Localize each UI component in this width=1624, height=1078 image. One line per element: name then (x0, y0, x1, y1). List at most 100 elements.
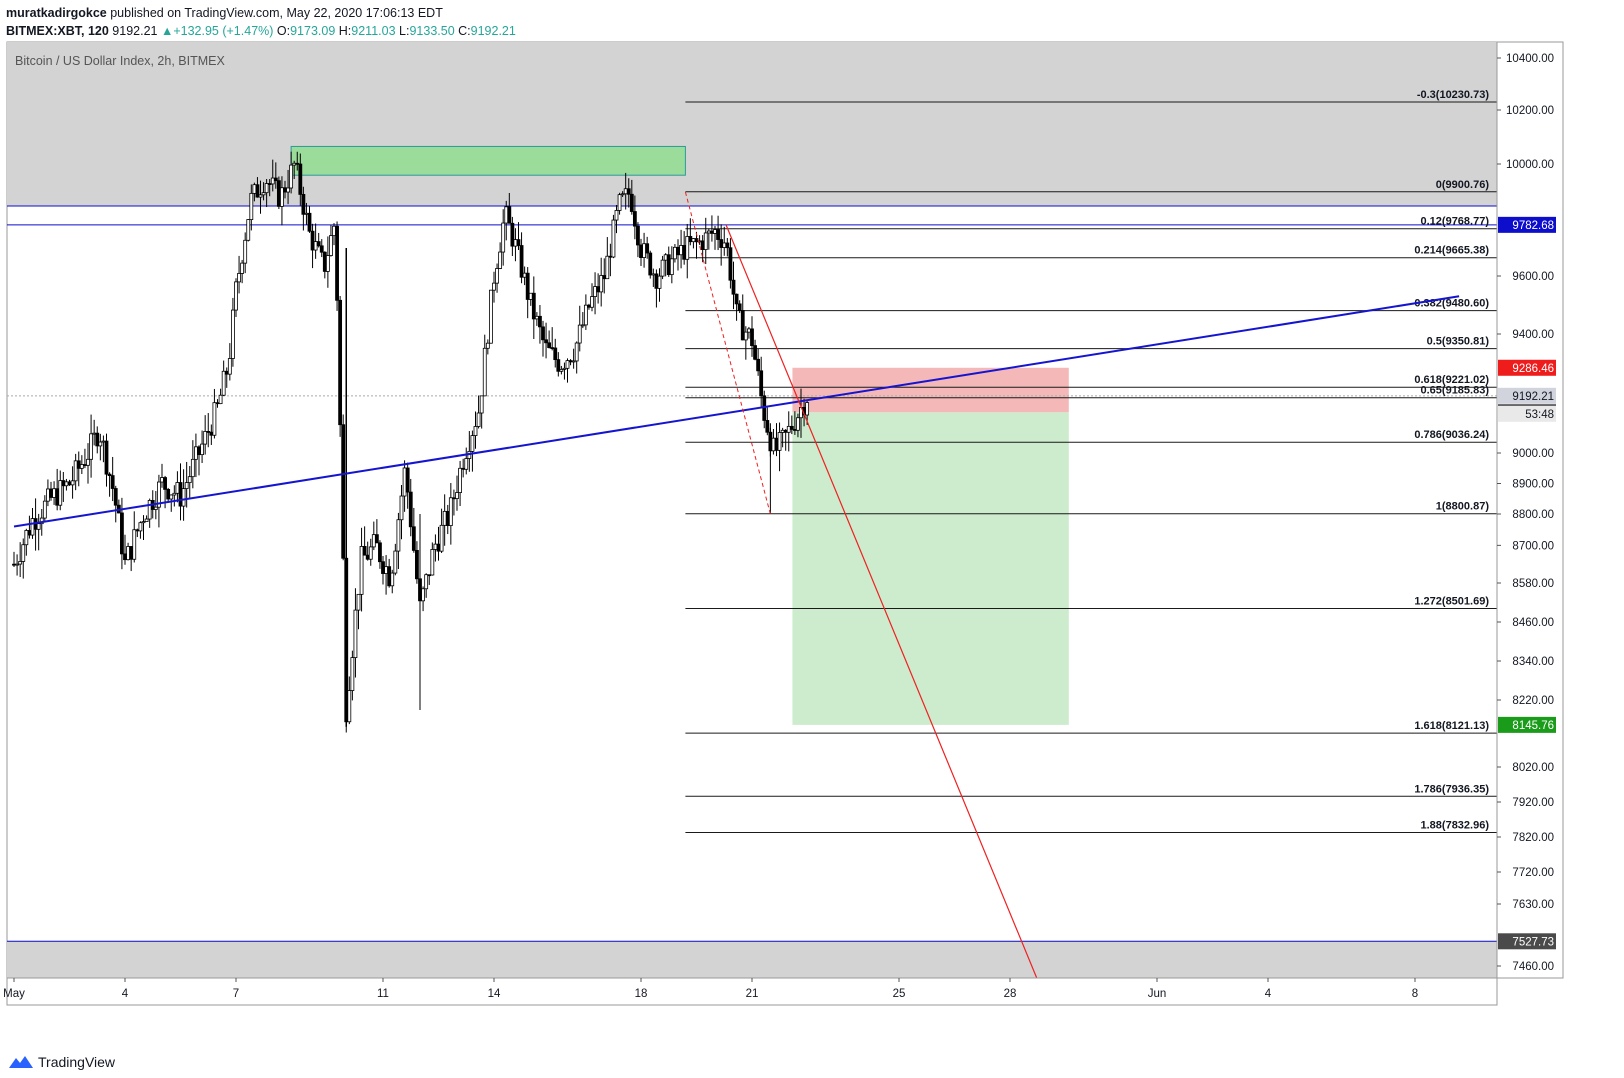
low-value: 9133.50 (409, 24, 455, 38)
candle-body (197, 446, 201, 456)
time-axis[interactable] (6, 977, 1498, 1006)
publish-info: published on TradingView.com, May 22, 20… (110, 6, 443, 20)
candle-body (70, 480, 75, 486)
price-chart[interactable]: -0.3(10230.73) 0(9900.76) 0.12(9768.77) 0.2… (0, 0, 1624, 1050)
candle-body (289, 164, 294, 189)
price-tick-label: 8460.00 (1512, 617, 1554, 629)
candle-body (292, 162, 297, 166)
candle-body (98, 441, 103, 447)
candle-body (24, 530, 29, 546)
candle-body (796, 417, 800, 431)
candle-body (92, 432, 97, 435)
bearish-projection-line[interactable] (725, 224, 1044, 994)
candle-body (123, 553, 127, 561)
candle-body (415, 550, 419, 580)
price-badge-label: 7527.73 (1512, 936, 1554, 948)
candle-body (737, 303, 742, 311)
candle-body (411, 526, 416, 551)
price-badge (1498, 216, 1556, 233)
time-tick-label: 7 (233, 988, 239, 1000)
time-tick-label: 14 (488, 988, 501, 1000)
candle-body (510, 222, 515, 247)
candle-body (455, 492, 459, 499)
price-badge (1498, 359, 1556, 376)
candle-body (30, 518, 35, 536)
price-tick-label: 8900.00 (1512, 479, 1554, 491)
candle-body (190, 458, 195, 478)
candle-body (716, 229, 720, 240)
fib-level-label: 0.12(9768.77) (1421, 216, 1490, 228)
candle-body (187, 476, 192, 484)
candle-body (237, 273, 241, 283)
candle-body (648, 252, 653, 276)
candle-body (448, 497, 453, 526)
candle-body (295, 162, 300, 165)
candle-body (181, 488, 186, 507)
close-value: 9192.21 (470, 24, 516, 38)
candle-body (368, 546, 373, 560)
candle-body (276, 180, 281, 207)
candle-body (476, 412, 481, 427)
chart-title: Bitcoin / US Dollar Index, 2h, BITMEX (15, 54, 225, 68)
candle-body (780, 429, 785, 433)
candle-body (580, 324, 585, 327)
candle-body (405, 467, 410, 493)
candle-body (522, 272, 527, 278)
candle-body (322, 251, 327, 272)
candle-body (489, 289, 493, 344)
lower-support-zone (7, 941, 1497, 978)
time-tick-label: 28 (1004, 988, 1017, 1000)
price-tick-label: 7920.00 (1512, 797, 1554, 809)
price-axis[interactable] (1496, 41, 1564, 979)
candle-body (166, 488, 171, 500)
candle-body (565, 360, 570, 369)
candle-body (774, 437, 779, 451)
countdown-label: 53:48 (1525, 409, 1554, 421)
candle-body (492, 282, 496, 291)
candle-body (231, 309, 235, 359)
candle-body (86, 458, 90, 466)
candle-body (626, 188, 631, 195)
candle-body (611, 219, 616, 258)
candle-body (544, 339, 548, 344)
candle-body (442, 510, 447, 526)
publish-line: muratkadirgokce published on TradingView… (6, 4, 1606, 22)
candle-body (731, 279, 736, 295)
candle-body (501, 222, 506, 253)
candle-body (160, 477, 164, 483)
candle-body (430, 549, 435, 576)
candle-body (574, 342, 579, 362)
candle-body (805, 402, 810, 416)
candle-body (436, 543, 441, 552)
candle-body (175, 482, 180, 494)
candle-body (753, 345, 757, 360)
candle-body (325, 255, 330, 272)
candle-body (408, 491, 413, 528)
candle-body (76, 460, 81, 469)
candle-body (756, 358, 761, 372)
candle-body (224, 370, 229, 375)
price-tick-label: 8340.00 (1512, 656, 1554, 668)
candle-body (64, 481, 69, 487)
candle-body (212, 402, 217, 436)
symbol-label: BITMEX:XBT, 120 (6, 24, 109, 38)
price-tick-label: 7820.00 (1512, 832, 1554, 844)
candle-body (36, 523, 41, 530)
author-name[interactable]: muratkadirgokce (6, 6, 107, 20)
candle-body (316, 241, 321, 247)
candle-body (620, 193, 625, 196)
candle-body (531, 292, 536, 320)
candle-body (452, 497, 456, 500)
tradingview-logo[interactable]: TradingView (8, 1054, 115, 1070)
candle-body (495, 268, 499, 284)
rising-trendline[interactable] (13, 295, 1460, 528)
candle-body (110, 475, 115, 489)
candle-body (227, 358, 232, 375)
candle-body (298, 163, 303, 195)
candle-body (319, 245, 324, 253)
candle-body (95, 432, 100, 447)
candle-body (283, 187, 287, 193)
candle-body (169, 494, 174, 500)
candle-body (157, 481, 161, 508)
candle-body (252, 184, 257, 194)
